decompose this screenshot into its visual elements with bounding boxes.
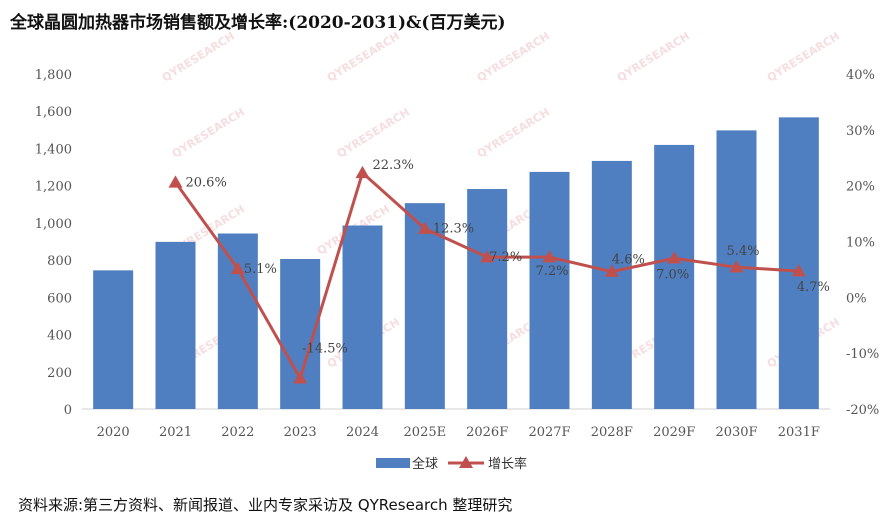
growth-label-2021: 20.6%: [186, 175, 227, 190]
growth-label-2026F: 7.2%: [489, 250, 522, 265]
growth-marker-2028F: [604, 264, 619, 277]
x-axis-tick: 2026F: [466, 425, 508, 440]
legend-line-marker: [459, 456, 473, 468]
left-axis-tick: 1,000: [35, 217, 72, 232]
x-axis-tick: 2030F: [715, 425, 757, 440]
chart-title: 全球晶圆加热器市场销售额及增长率:(2020-2031)&(百万美元): [10, 13, 506, 33]
growth-label-2023: -14.5%: [302, 341, 348, 356]
growth-label-2022: 5.1%: [244, 262, 277, 277]
left-axis-tick: 0: [64, 403, 72, 418]
x-axis-tick: 2024: [346, 425, 379, 440]
right-axis: -20% -10% 0% 10% 20% 30% 40%: [846, 68, 879, 418]
bar-series: [93, 117, 819, 410]
right-axis-tick: -10%: [846, 347, 879, 362]
growth-marker-2027F: [542, 250, 557, 263]
x-axis-tick: 2022: [221, 425, 254, 440]
growth-marker-2023: [293, 371, 308, 384]
right-axis-tick: 20%: [846, 180, 875, 195]
bar-2025E: [404, 203, 445, 409]
left-axis-tick: 1,800: [35, 68, 72, 83]
right-axis-tick: 0%: [846, 291, 867, 306]
bar-2028F: [591, 160, 632, 409]
growth-marker-2029F: [667, 251, 682, 264]
growth-label-2025E: 12.3%: [433, 222, 474, 237]
x-axis-tick: 2029F: [653, 425, 695, 440]
growth-label-2024: 22.3%: [373, 158, 414, 173]
watermark-text: QYRESEARCH: [325, 30, 402, 85]
x-axis-tick: 2027F: [528, 425, 570, 440]
left-axis-tick: 800: [47, 254, 72, 269]
watermark-text: QYRESEARCH: [475, 30, 552, 85]
growth-marker-2022: [230, 261, 245, 275]
growth-marker-2031F: [791, 264, 806, 277]
left-axis-tick: 400: [47, 329, 72, 344]
growth-line-series: [168, 165, 806, 384]
watermark-text: QYRESEARCH: [335, 106, 412, 161]
watermark-text: QYRESEARCH: [615, 30, 692, 85]
left-axis-tick: 1,600: [35, 105, 72, 120]
x-axis-tick: 2020: [97, 425, 130, 440]
legend-bar-label: 全球: [412, 456, 438, 472]
growth-label-2028F: 4.6%: [612, 253, 645, 268]
left-axis-tick: 200: [47, 366, 72, 381]
x-axis: 2020 2021 2022 2023 2024 2025E 2026F 2027F 2028F…: [97, 425, 820, 440]
bar-2020: [93, 270, 134, 409]
growth-marker-2025E: [417, 221, 432, 234]
watermark-text: QYRESEARCH: [170, 106, 247, 161]
x-axis-tick: 2025E: [404, 425, 447, 440]
right-axis-tick: 30%: [846, 124, 875, 139]
source-note: 资料来源:第三方资料、新闻报道、业内专家采访及 QYResearch 整理研究: [18, 496, 513, 514]
left-axis-tick: 1,400: [35, 142, 72, 157]
bar-2024: [342, 225, 383, 409]
legend: 全球 增长率: [376, 456, 527, 472]
watermark-text: QYRESEARCH: [475, 106, 552, 161]
growth-labels: 20.6% 5.1% -14.5% 22.3% 12.3% 7.2% 7.2% 4.6% 7.0…: [186, 158, 830, 356]
bar-2029F: [654, 144, 695, 410]
bar-2022: [217, 233, 258, 409]
growth-label-2029F: 7.0%: [656, 267, 689, 282]
bar-2026F: [467, 189, 508, 409]
legend-line-label: 增长率: [488, 456, 527, 472]
growth-label-2030F: 5.4%: [727, 244, 760, 259]
growth-marker-2026F: [480, 250, 495, 263]
growth-marker-2021: [168, 175, 183, 188]
x-axis-tick: 2028F: [591, 425, 633, 440]
x-axis-tick: 2021: [159, 425, 192, 440]
bar-2021: [155, 241, 196, 409]
growth-marker-2030F: [729, 260, 744, 273]
x-axis-tick: 2031F: [778, 425, 820, 440]
right-axis-tick: 10%: [846, 236, 875, 251]
x-axis-tick: 2023: [284, 425, 317, 440]
watermark-text: QYRESEARCH: [160, 30, 237, 85]
left-axis-tick: 600: [47, 291, 72, 306]
growth-label-2027F: 7.2%: [536, 264, 569, 279]
right-axis-tick: -20%: [846, 403, 879, 418]
bar-2031F: [778, 117, 819, 409]
watermark-text: QYRESEARCH: [765, 30, 842, 85]
bar-2027F: [529, 171, 570, 409]
growth-label-2031F: 4.7%: [797, 280, 830, 295]
left-axis-tick: 1,200: [35, 180, 72, 195]
legend-bar-swatch: [376, 458, 410, 468]
right-axis-tick: 40%: [846, 68, 875, 83]
growth-marker-2024: [355, 165, 370, 179]
left-axis: 0 200 400 600 800 1,000 1,200 1,400 1,600 1,800: [35, 68, 72, 418]
